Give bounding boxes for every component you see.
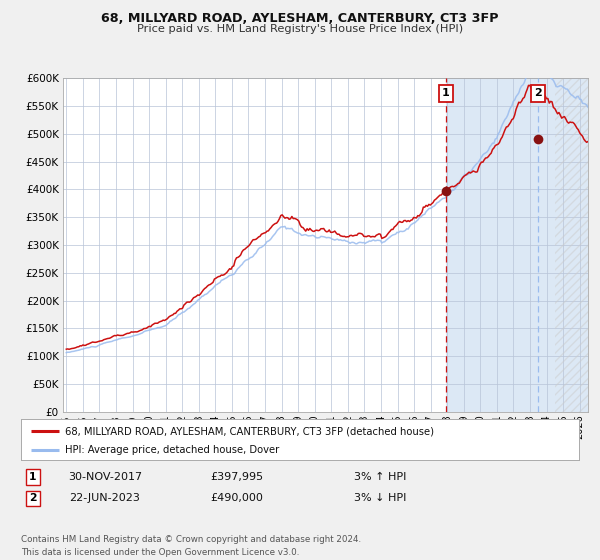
Text: 3% ↑ HPI: 3% ↑ HPI [354,472,406,482]
Text: 30-NOV-2017: 30-NOV-2017 [68,472,142,482]
Text: £490,000: £490,000 [211,493,263,503]
Text: Price paid vs. HM Land Registry's House Price Index (HPI): Price paid vs. HM Land Registry's House … [137,24,463,34]
Text: 68, MILLYARD ROAD, AYLESHAM, CANTERBURY, CT3 3FP (detached house): 68, MILLYARD ROAD, AYLESHAM, CANTERBURY,… [65,426,434,436]
Text: 1: 1 [29,472,37,482]
Text: £397,995: £397,995 [211,472,263,482]
Text: 2: 2 [534,88,542,99]
Bar [555,78,588,412]
Text: 22-JUN-2023: 22-JUN-2023 [70,493,140,503]
Text: Contains HM Land Registry data © Crown copyright and database right 2024.
This d: Contains HM Land Registry data © Crown c… [21,535,361,557]
Text: 1: 1 [442,88,450,99]
Bar [555,78,588,412]
Text: 2: 2 [29,493,37,503]
Text: HPI: Average price, detached house, Dover: HPI: Average price, detached house, Dove… [65,445,279,455]
Text: 68, MILLYARD ROAD, AYLESHAM, CANTERBURY, CT3 3FP: 68, MILLYARD ROAD, AYLESHAM, CANTERBURY,… [101,12,499,25]
Text: 3% ↓ HPI: 3% ↓ HPI [354,493,406,503]
Bar [446,78,588,412]
